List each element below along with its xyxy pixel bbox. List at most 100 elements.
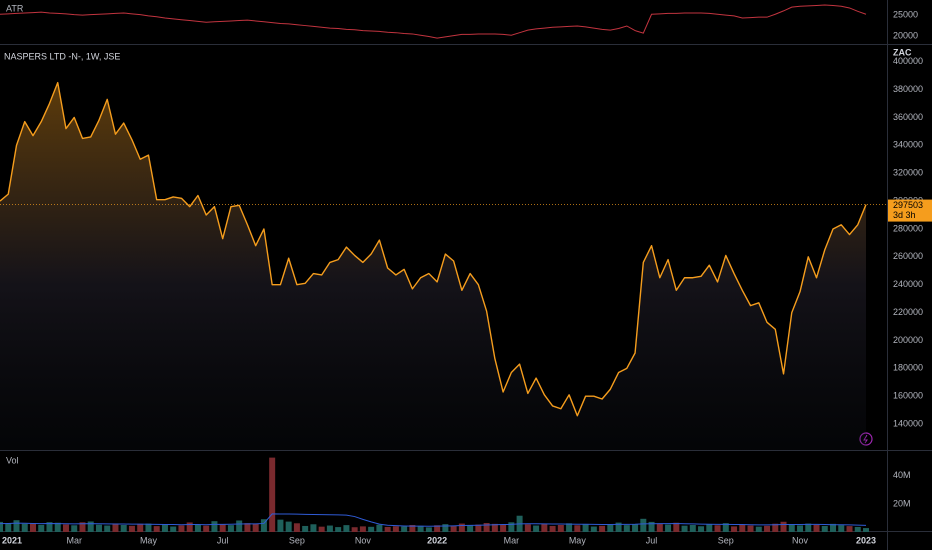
y-tick-label: 200000: [893, 335, 923, 345]
volume-bar: [665, 524, 672, 532]
y-tick-label: 220000: [893, 307, 923, 317]
volume-bar: [71, 525, 78, 532]
volume-bar: [714, 525, 721, 532]
volume-bar: [302, 525, 309, 532]
volume-bar: [351, 527, 358, 532]
volume-ma-line: [0, 513, 867, 527]
volume-bar: [607, 524, 614, 532]
volume-bar: [46, 522, 53, 532]
volume-bar: [384, 526, 391, 532]
volume-bar: [533, 525, 540, 532]
y-tick-label: 240000: [893, 279, 923, 289]
y-tick-label: 280000: [893, 223, 923, 233]
price-line: [0, 81, 867, 417]
last-price-box: [888, 199, 932, 222]
volume-bar: [128, 525, 135, 532]
volume-bar: [95, 524, 102, 532]
x-tick-label: May: [569, 535, 587, 545]
volume-bar: [731, 526, 738, 532]
x-tick-label: Nov: [792, 535, 809, 545]
volume-bar: [846, 526, 853, 532]
volume-bar: [178, 525, 185, 532]
volume-bar: [623, 525, 630, 532]
volume-bar: [227, 525, 234, 532]
volume-bar: [79, 522, 86, 532]
y-tick-label: 180000: [893, 363, 923, 373]
volume-bar: [673, 522, 680, 532]
volume-bar: [648, 521, 655, 532]
volume-bar: [392, 526, 399, 532]
y-tick-label: 320000: [893, 168, 923, 178]
x-tick-label: Sep: [289, 535, 305, 545]
y-tick-label: 25000: [893, 9, 918, 19]
vol-title: Vol: [6, 455, 19, 465]
volume-bar: [475, 524, 482, 532]
x-tick-label: Sep: [718, 535, 734, 545]
volume-bar: [310, 524, 317, 532]
volume-bar: [821, 525, 828, 532]
volume-bar: [780, 521, 787, 532]
volume-bar: [137, 523, 144, 532]
volume-bar: [722, 523, 729, 532]
volume-bar: [615, 522, 622, 532]
volume-bar: [772, 523, 779, 532]
x-tick-label: 2023: [856, 535, 876, 545]
volume-bar: [368, 526, 375, 532]
volume-bar: [145, 523, 152, 532]
volume-bar: [854, 526, 861, 532]
volume-bar: [524, 524, 531, 532]
y-tick-label: 40M: [893, 470, 911, 480]
volume-bar: [211, 521, 218, 532]
volume-bar: [541, 523, 548, 532]
volume-bar: [681, 525, 688, 532]
volume-bar: [186, 522, 193, 532]
volume-bar: [689, 524, 696, 532]
volume-bar: [343, 525, 350, 532]
price-area: [0, 82, 866, 450]
volume-bar: [442, 524, 449, 532]
volume-bar: [219, 524, 226, 532]
volume-bar: [739, 524, 746, 532]
volume-bar: [813, 524, 820, 532]
volume-bar: [260, 519, 267, 532]
volume-bar: [112, 523, 119, 532]
x-tick-label: Mar: [504, 535, 520, 545]
volume-bar: [359, 526, 366, 532]
volume-bar: [153, 526, 160, 532]
volume-bar: [491, 523, 498, 532]
volume-bar: [805, 523, 812, 532]
volume-bar: [838, 525, 845, 532]
last-price-label: 297503: [893, 200, 923, 210]
x-tick-label: Mar: [66, 535, 82, 545]
volume-bar: [656, 523, 663, 532]
volume-bar: [203, 525, 210, 532]
countdown-label: 3d 3h: [893, 210, 916, 220]
volume-bar: [244, 523, 251, 532]
volume-bar: [863, 528, 869, 532]
volume-bar: [830, 523, 837, 532]
y-tick-label: 400000: [893, 56, 923, 66]
volume-bar: [599, 525, 606, 532]
volume-bar: [161, 524, 168, 532]
volume-bar: [417, 525, 424, 532]
volume-bar: [566, 523, 573, 532]
volume-bar: [508, 522, 515, 532]
x-tick-label: 2022: [427, 535, 447, 545]
volume-bar: [483, 523, 490, 532]
volume-bar: [401, 526, 408, 532]
volume-bar: [640, 518, 647, 532]
volume-bar: [87, 521, 94, 532]
volume-bar: [582, 524, 589, 532]
volume-bar: [170, 526, 177, 532]
y-tick-label: 340000: [893, 140, 923, 150]
x-tick-label: 2021: [2, 535, 22, 545]
y-tick-label: 360000: [893, 112, 923, 122]
volume-bar: [252, 524, 259, 532]
volume-bar: [0, 521, 3, 532]
atr-title: ATR: [6, 3, 24, 13]
volume-bar: [764, 525, 771, 532]
volume-bar: [236, 520, 243, 532]
atr-line: [0, 4, 867, 39]
